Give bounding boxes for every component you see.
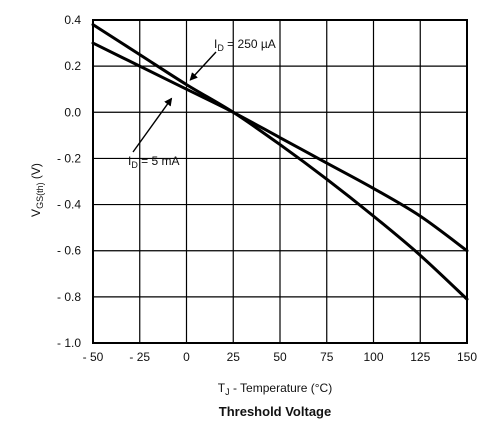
series-label-leader-1 (132, 97, 173, 153)
series-label-sub: D (131, 160, 138, 170)
y-tick-label: 0.2 (64, 59, 81, 73)
x-tick-label: 125 (410, 350, 430, 364)
x-tick-label: 75 (320, 350, 334, 364)
x-tick-label: 0 (183, 350, 190, 364)
series-label-leader-0 (189, 51, 217, 81)
y-tick-label: - 0.2 (57, 151, 81, 165)
x-tick-label: - 25 (129, 350, 150, 364)
x-tick-label: 25 (227, 350, 241, 364)
chart-title: Threshold Voltage (219, 404, 331, 419)
series-label-main: I (128, 154, 131, 168)
x-tick-label: 150 (457, 350, 477, 364)
y-tick-label: - 1.0 (57, 336, 81, 350)
y-tick-label: 0.0 (64, 105, 81, 119)
y-tick-label: - 0.6 (57, 244, 81, 258)
y-axis-label-unit: (V) (29, 163, 43, 182)
x-axis-label: TJ - Temperature (°C) (218, 381, 332, 397)
plot-frame (92, 19, 468, 344)
x-tick-label: 100 (363, 350, 383, 364)
ticks-layer: - 50 - 25 0 25 50 75 100 125 150 0.4 0.2 0.0 - 0.2 - … (57, 13, 477, 364)
x-axis-label-sub: J (225, 387, 230, 397)
x-axis-label-main: T (218, 381, 226, 395)
x-axis-label-rest: - Temperature (°C) (230, 381, 333, 395)
series-line-1 (91, 41, 469, 253)
y-tick-label: - 0.8 (57, 290, 81, 304)
x-tick-label: 50 (273, 350, 287, 364)
series-label-rest: = 5 mA (138, 154, 180, 168)
x-tick-label: - 50 (83, 350, 104, 364)
series-label-main: I (214, 37, 217, 51)
y-axis-label-main: V (29, 209, 43, 217)
y-axis-label-sub: GS(th) (35, 182, 45, 209)
y-tick-label: 0.4 (64, 13, 81, 27)
series-layer (91, 23, 469, 301)
y-axis-label: VGS(th) (V) (29, 163, 45, 217)
y-tick-label: - 0.4 (57, 198, 81, 212)
series-label-0: ID = 250 µA (214, 37, 276, 53)
grid-layer (93, 20, 467, 343)
series-label-1: ID = 5 mA (128, 154, 180, 170)
series-label-rest: = 250 µA (224, 37, 276, 51)
series-line-0 (91, 23, 469, 301)
series-label-sub: D (217, 43, 224, 53)
